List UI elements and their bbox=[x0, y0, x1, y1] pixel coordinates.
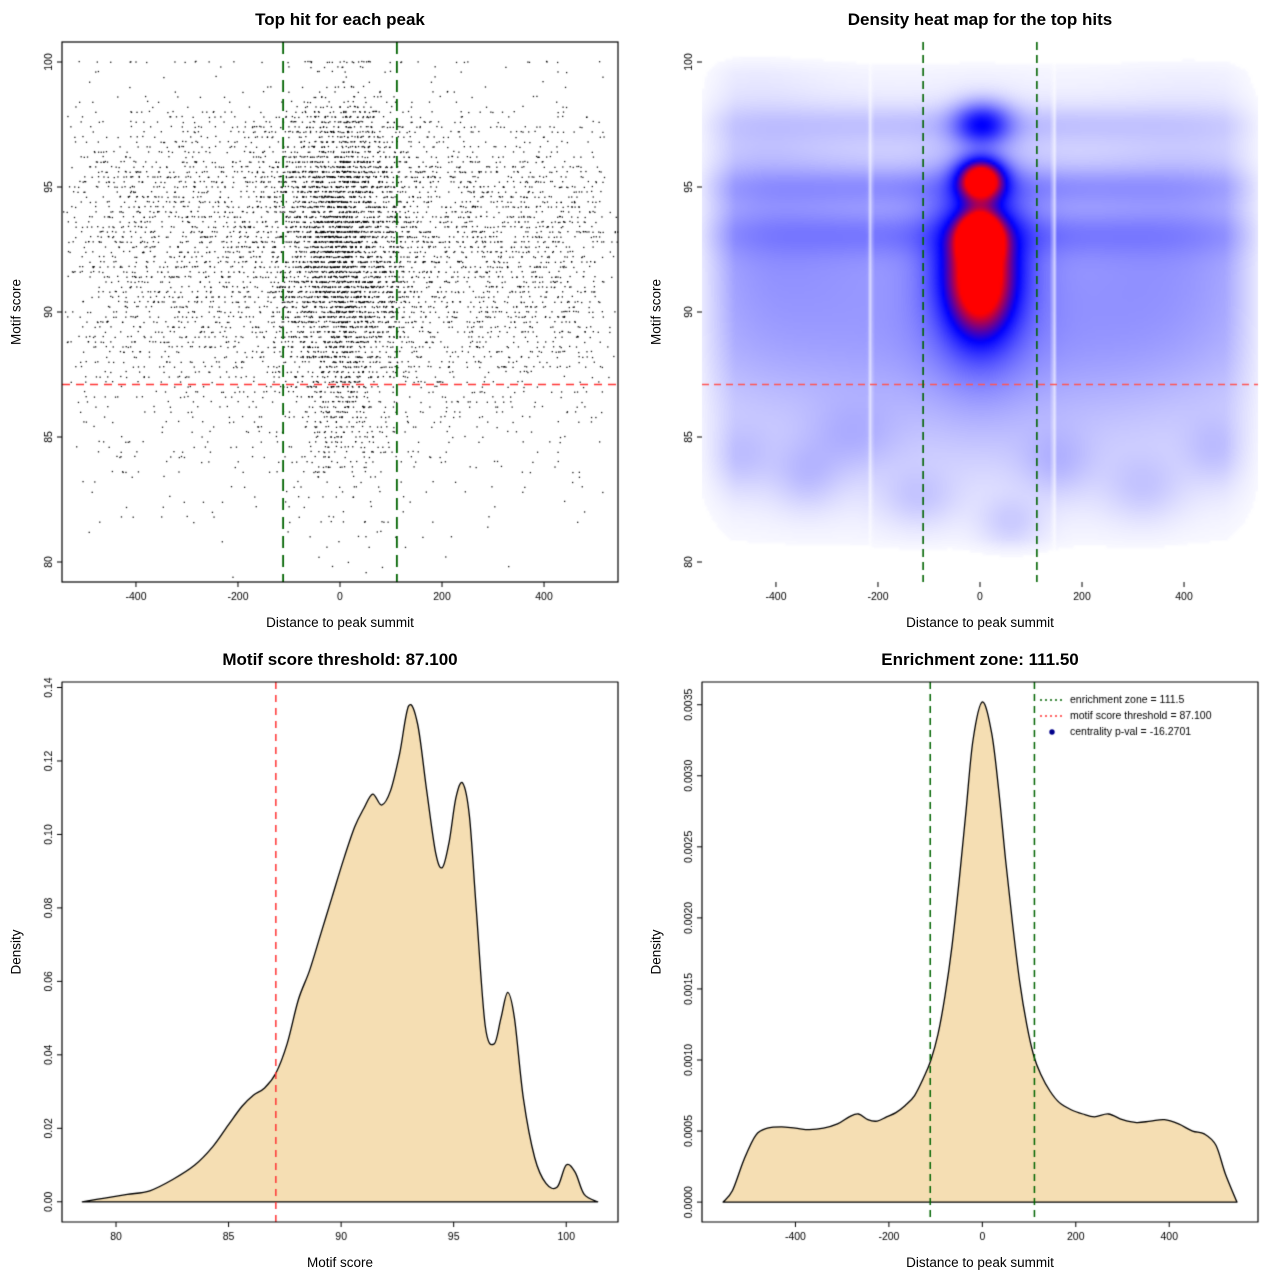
y-axis-label: Motif score bbox=[648, 278, 664, 346]
panel-motif-score-density: Motif score threshold: 87.100 Motif scor… bbox=[0, 640, 640, 1280]
panel-summit-distance-density: Enrichment zone: 111.50 Distance to peak… bbox=[640, 640, 1280, 1280]
plot-title: Motif score threshold: 87.100 bbox=[222, 650, 458, 669]
y-axis-label: Motif score bbox=[8, 278, 24, 346]
y-axis-label: Density bbox=[648, 929, 664, 975]
x-axis-label: Distance to peak summit bbox=[906, 1255, 1054, 1270]
scatter-plot-canvas bbox=[0, 0, 640, 640]
x-axis-label: Motif score bbox=[306, 1255, 374, 1270]
panel-top-hits-scatter: Top hit for each peak Distance to peak s… bbox=[0, 0, 640, 640]
x-axis-label: Distance to peak summit bbox=[906, 615, 1054, 630]
score-density-plot-canvas bbox=[0, 640, 640, 1280]
x-axis-label: Distance to peak summit bbox=[266, 615, 414, 630]
distance-density-plot-canvas bbox=[640, 640, 1280, 1280]
plot-title: Top hit for each peak bbox=[255, 10, 425, 29]
heatmap-plot-canvas bbox=[640, 0, 1280, 640]
plot-title: Density heat map for the top hits bbox=[847, 10, 1113, 29]
plot-title: Enrichment zone: 111.50 bbox=[881, 650, 1079, 669]
panel-top-hits-heatmap: Density heat map for the top hits Distan… bbox=[640, 0, 1280, 640]
y-axis-label: Density bbox=[8, 929, 24, 975]
